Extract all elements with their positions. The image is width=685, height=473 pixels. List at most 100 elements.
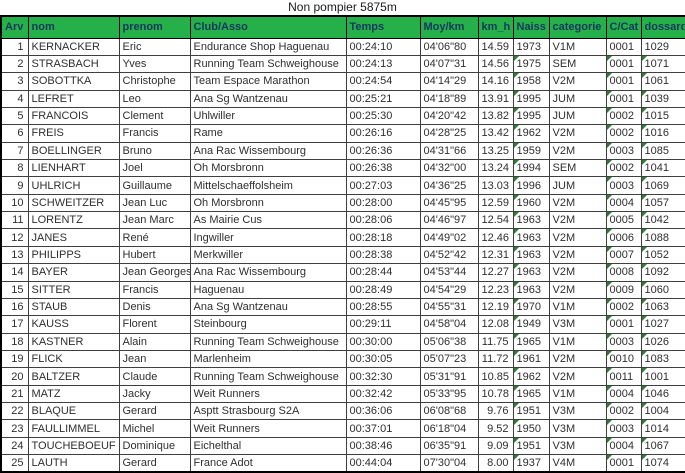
cell-dossard[interactable]: 1016 — [640, 124, 685, 143]
cell-prenom[interactable]: Francis — [118, 280, 191, 299]
cell-naiss[interactable]: 1995 — [512, 89, 550, 108]
cell-km_h[interactable]: 13.42 — [477, 124, 514, 143]
cell-club[interactable]: Running Team Schweighouse — [189, 367, 347, 386]
cell-arv[interactable]: 19 — [0, 349, 29, 369]
cell-temps[interactable]: 00:44:04 — [345, 454, 421, 473]
cell-prenom[interactable]: Claude — [118, 367, 191, 386]
cell-dossard[interactable]: 1041 — [640, 159, 685, 178]
cell-nom[interactable]: LAUTH — [27, 454, 120, 473]
cell-nom[interactable]: FAULLIMMEL — [27, 419, 120, 438]
cell-temps[interactable]: 00:25:30 — [345, 106, 421, 126]
cell-c_cat[interactable]: 0001 — [605, 72, 642, 91]
cell-moy_km[interactable]: 04'54"29 — [419, 280, 479, 299]
cell-nom[interactable]: LORENTZ — [27, 211, 120, 230]
cell-arv[interactable]: 8 — [0, 159, 29, 178]
cell-club[interactable]: Marlenheim — [189, 349, 347, 369]
cell-moy_km[interactable]: 04'06"80 — [419, 37, 479, 56]
cell-prenom[interactable]: Jean Georges — [118, 263, 191, 282]
cell-prenom[interactable]: Denis — [118, 297, 191, 317]
cell-dossard[interactable]: 1088 — [640, 228, 685, 247]
cell-categorie[interactable]: V2M — [548, 72, 607, 91]
cell-prenom[interactable]: Dominique — [118, 436, 191, 456]
cell-moy_km[interactable]: 06'35"91 — [419, 436, 479, 456]
cell-temps[interactable]: 00:28:18 — [345, 228, 421, 247]
cell-arv[interactable]: 11 — [0, 211, 29, 230]
cell-c_cat[interactable]: 0001 — [605, 454, 642, 473]
cell-c_cat[interactable]: 0004 — [605, 193, 642, 213]
cell-club[interactable]: France Adot — [189, 454, 347, 473]
cell-dossard[interactable]: 1074 — [640, 454, 685, 473]
cell-km_h[interactable]: 9.09 — [477, 436, 514, 456]
cell-km_h[interactable]: 8.00 — [477, 454, 514, 473]
column-header-categorie[interactable]: categorie — [548, 15, 607, 39]
cell-club[interactable]: Ana Sg Wantzenau — [189, 89, 347, 108]
column-header-temps[interactable]: Temps — [345, 15, 421, 39]
cell-c_cat[interactable]: 0011 — [605, 367, 642, 386]
cell-naiss[interactable]: 1994 — [512, 159, 550, 178]
cell-prenom[interactable]: Yves — [118, 54, 191, 74]
cell-naiss[interactable]: 1963 — [512, 211, 550, 230]
cell-dossard[interactable]: 1001 — [640, 367, 685, 386]
cell-arv[interactable]: 20 — [0, 367, 29, 386]
cell-dossard[interactable]: 1027 — [640, 315, 685, 334]
cell-temps[interactable]: 00:28:55 — [345, 297, 421, 317]
cell-naiss[interactable]: 1960 — [512, 193, 550, 213]
cell-dossard[interactable]: 1071 — [640, 54, 685, 74]
cell-club[interactable]: Ana Rac Wissembourg — [189, 263, 347, 282]
cell-categorie[interactable]: SEM — [548, 54, 607, 74]
cell-km_h[interactable]: 12.59 — [477, 193, 514, 213]
cell-arv[interactable]: 16 — [0, 297, 29, 317]
cell-km_h[interactable]: 13.25 — [477, 141, 514, 161]
cell-naiss[interactable]: 1958 — [512, 72, 550, 91]
cell-moy_km[interactable]: 07'30"04 — [419, 454, 479, 473]
cell-club[interactable]: Asptt Strasbourg S2A — [189, 402, 347, 421]
cell-km_h[interactable]: 12.31 — [477, 245, 514, 265]
cell-nom[interactable]: KASTNER — [27, 332, 120, 351]
cell-km_h[interactable]: 13.91 — [477, 89, 514, 108]
cell-club[interactable]: Weit Runners — [189, 419, 347, 438]
cell-temps[interactable]: 00:29:11 — [345, 315, 421, 334]
cell-nom[interactable]: SITTER — [27, 280, 120, 299]
cell-naiss[interactable]: 1961 — [512, 349, 550, 369]
cell-club[interactable]: Uhlwiller — [189, 106, 347, 126]
cell-temps[interactable]: 00:30:00 — [345, 332, 421, 351]
cell-naiss[interactable]: 1951 — [512, 402, 550, 421]
cell-moy_km[interactable]: 04'36"25 — [419, 176, 479, 195]
cell-arv[interactable]: 18 — [0, 332, 29, 351]
cell-c_cat[interactable]: 0009 — [605, 280, 642, 299]
cell-moy_km[interactable]: 04'14"29 — [419, 72, 479, 91]
cell-moy_km[interactable]: 04'53"44 — [419, 263, 479, 282]
column-header-prenom[interactable]: prenom — [118, 15, 191, 39]
cell-c_cat[interactable]: 0001 — [605, 54, 642, 74]
cell-moy_km[interactable]: 04'28"25 — [419, 124, 479, 143]
cell-dossard[interactable]: 1029 — [640, 37, 685, 56]
cell-nom[interactable]: JANES — [27, 228, 120, 247]
column-header-club[interactable]: Club/Asso — [189, 15, 347, 39]
cell-arv[interactable]: 15 — [0, 280, 29, 299]
cell-prenom[interactable]: Jacky — [118, 384, 191, 404]
cell-arv[interactable]: 3 — [0, 72, 29, 91]
cell-km_h[interactable]: 12.23 — [477, 280, 514, 299]
cell-arv[interactable]: 9 — [0, 176, 29, 195]
cell-temps[interactable]: 00:36:06 — [345, 402, 421, 421]
cell-temps[interactable]: 00:30:05 — [345, 349, 421, 369]
cell-prenom[interactable]: Hubert — [118, 245, 191, 265]
cell-nom[interactable]: BOELLINGER — [27, 141, 120, 161]
cell-moy_km[interactable]: 05'06"38 — [419, 332, 479, 351]
cell-naiss[interactable]: 1975 — [512, 54, 550, 74]
column-header-arv[interactable]: Arv — [0, 15, 29, 39]
cell-naiss[interactable]: 1962 — [512, 124, 550, 143]
cell-km_h[interactable]: 12.27 — [477, 263, 514, 282]
cell-temps[interactable]: 00:28:06 — [345, 211, 421, 230]
cell-club[interactable]: Eichelthal — [189, 436, 347, 456]
cell-prenom[interactable]: Jean — [118, 349, 191, 369]
cell-c_cat[interactable]: 0008 — [605, 263, 642, 282]
cell-prenom[interactable]: Bruno — [118, 141, 191, 161]
cell-temps[interactable]: 00:24:54 — [345, 72, 421, 91]
cell-naiss[interactable]: 1965 — [512, 384, 550, 404]
cell-nom[interactable]: LEFRET — [27, 89, 120, 108]
cell-categorie[interactable]: V1M — [548, 37, 607, 56]
cell-km_h[interactable]: 10.85 — [477, 367, 514, 386]
cell-km_h[interactable]: 14.59 — [477, 37, 514, 56]
cell-club[interactable]: Merkwiller — [189, 245, 347, 265]
